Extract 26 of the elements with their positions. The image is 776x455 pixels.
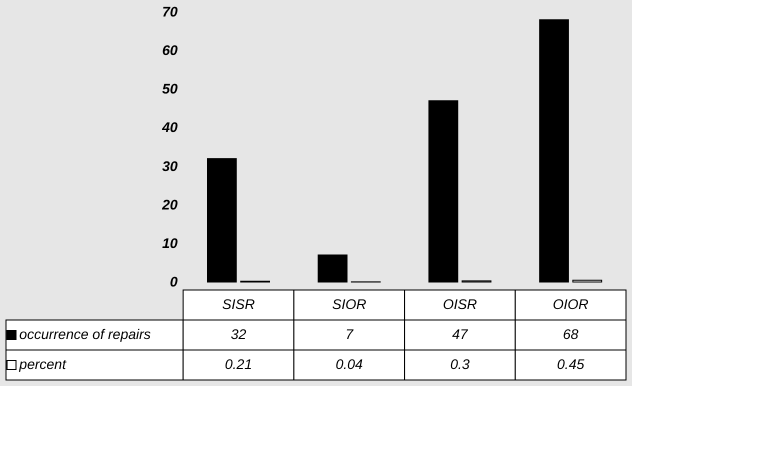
bar [207, 158, 237, 282]
data-label: 0.04 [336, 356, 364, 372]
y-tick-label: 50 [162, 80, 178, 97]
data-label: 0.3 [450, 356, 470, 372]
data-label: 32 [230, 326, 246, 342]
data-label: 0.45 [557, 356, 584, 372]
bar [539, 19, 569, 282]
y-tick-label: 0 [170, 274, 178, 290]
y-tick-label: 40 [161, 119, 178, 136]
data-label: 7 [345, 326, 354, 342]
data-label: 47 [452, 326, 469, 342]
y-tick-label: 20 [161, 196, 178, 212]
x-tick-label: SIOR [332, 296, 366, 312]
legend-label: percent [18, 356, 68, 372]
bar [428, 100, 458, 282]
x-tick-label: OISR [442, 296, 478, 312]
data-label: 0.21 [224, 356, 252, 372]
bar [318, 254, 348, 282]
x-tick-label: SISR [222, 296, 255, 312]
y-tick-label: 30 [162, 158, 178, 174]
data-label: 68 [562, 326, 579, 342]
legend-label: occurrence of repairs [19, 326, 151, 342]
y-tick-label: 70 [162, 4, 178, 20]
y-tick-label: 10 [162, 234, 178, 251]
y-tick-label: 60 [162, 42, 178, 58]
x-tick-label: OIOR [552, 296, 589, 312]
